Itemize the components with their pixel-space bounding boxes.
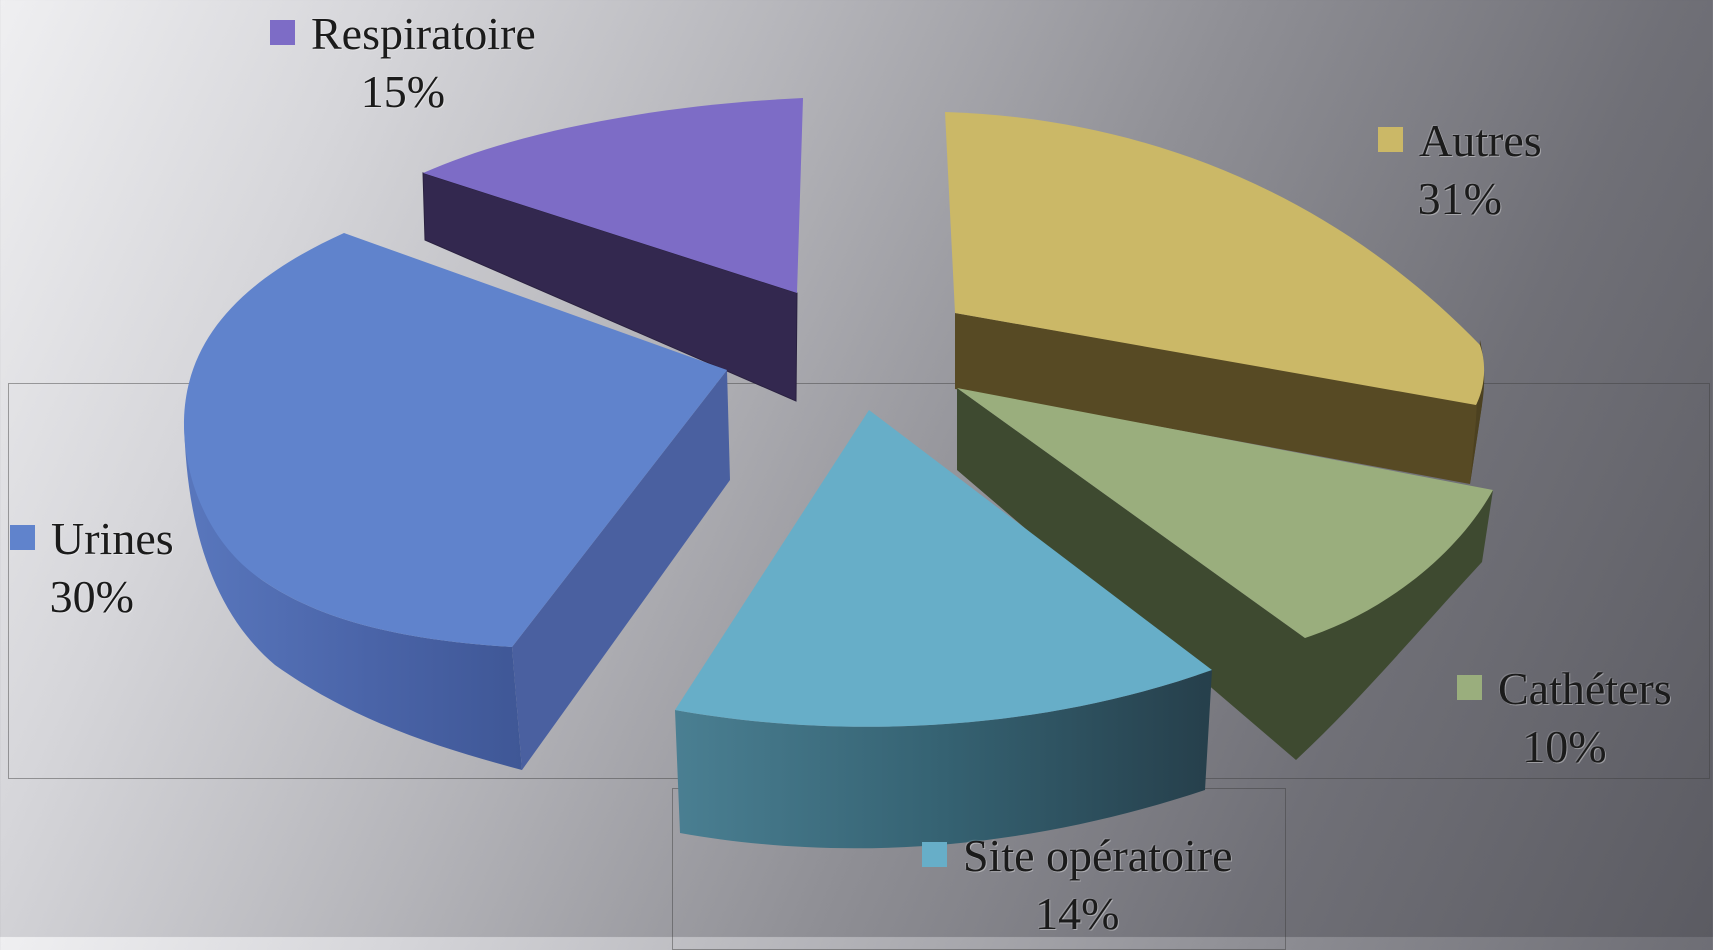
slice-site-operatoire[interactable]	[675, 410, 1212, 849]
label-site-operatoire: Site opératoire 14%	[922, 827, 1233, 943]
slice-urines-side-right	[512, 370, 730, 770]
label-site-operatoire-value: 14%	[1035, 888, 1120, 939]
slice-site-operatoire-top	[675, 410, 1212, 727]
label-respiratoire-name: Respiratoire	[311, 8, 536, 59]
label-autres: Autres 31%	[1378, 112, 1542, 228]
slice-autres-side	[955, 313, 1482, 484]
label-urines-value: 30%	[49, 571, 134, 622]
slice-autres[interactable]	[945, 112, 1485, 484]
legend-swatch-site-operatoire	[922, 842, 947, 867]
label-autres-value: 31%	[1417, 173, 1502, 224]
legend-swatch-autres	[1378, 127, 1403, 152]
label-urines-name: Urines	[51, 513, 174, 564]
label-catheters-value: 10%	[1522, 721, 1607, 772]
slice-urines-top	[183, 233, 727, 647]
legend-swatch-respiratoire	[270, 20, 295, 45]
slice-site-operatoire-side	[675, 670, 1212, 849]
slice-respiratoire[interactable]	[422, 98, 803, 402]
label-respiratoire-value: 15%	[360, 66, 446, 117]
slice-catheters-top	[957, 388, 1493, 638]
slice-urines[interactable]	[183, 233, 730, 770]
label-site-operatoire-name: Site opératoire	[963, 830, 1233, 881]
slice-autres-top	[945, 112, 1485, 405]
slice-respiratoire-side	[422, 172, 798, 402]
slice-catheters[interactable]	[957, 388, 1493, 760]
legend-swatch-urines	[10, 525, 35, 550]
label-autres-name: Autres	[1419, 115, 1542, 166]
slice-respiratoire-top	[423, 98, 803, 293]
slice-catheters-side	[957, 388, 1493, 760]
slice-urines-side	[184, 420, 522, 770]
label-catheters-name: Cathéters	[1498, 663, 1672, 714]
label-urines: Urines 30%	[10, 510, 174, 626]
legend-swatch-catheters	[1457, 675, 1482, 700]
label-catheters: Cathéters 10%	[1457, 660, 1672, 776]
label-respiratoire: Respiratoire 15%	[270, 5, 536, 121]
